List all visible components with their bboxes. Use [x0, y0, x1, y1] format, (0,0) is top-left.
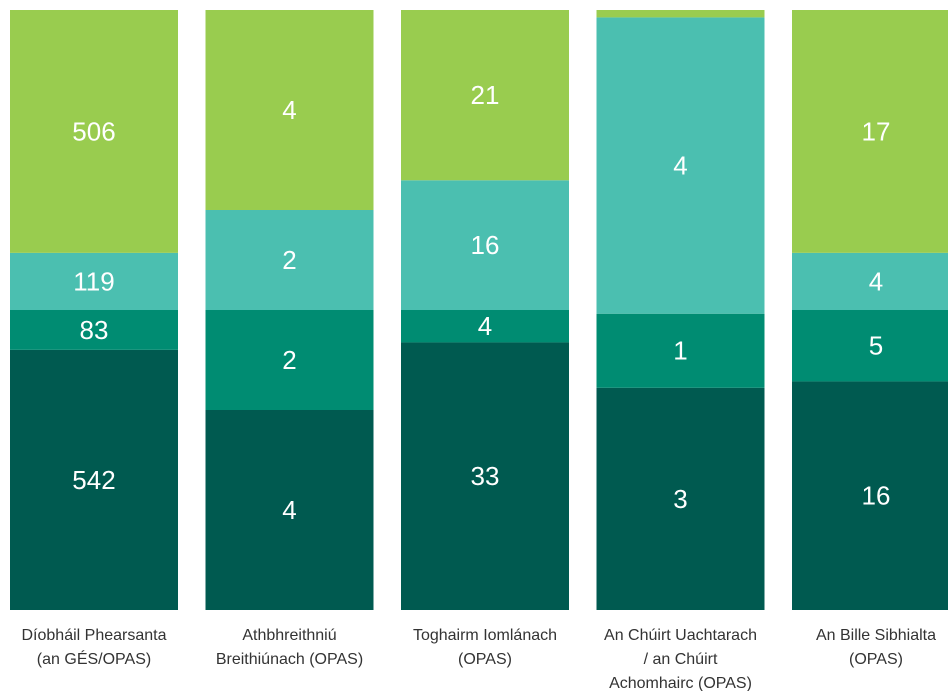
value-label: 33: [471, 461, 500, 491]
value-label: 16: [862, 481, 891, 511]
x-tick-label: (OPAS): [849, 651, 903, 668]
value-label: 3: [673, 484, 687, 514]
bar-segment: [401, 342, 569, 610]
bar-segment: [596, 17, 765, 314]
x-tick-label: An Chúirt Uachtarach: [604, 627, 757, 644]
value-label: 542: [72, 465, 115, 495]
value-label: 4: [478, 311, 492, 341]
bar-segment: [792, 252, 948, 310]
x-tick-label: / an Chúirt: [644, 651, 718, 668]
bar-segment: [401, 310, 569, 343]
x-tick-label: Breithiúnach (OPAS): [216, 651, 363, 668]
value-label: 4: [282, 95, 296, 125]
x-tick-label: Achomhairc (OPAS): [609, 675, 752, 691]
value-label: 2: [282, 345, 296, 375]
value-label: 506: [72, 116, 115, 146]
value-label: 5: [869, 331, 883, 361]
value-label: 1: [673, 336, 687, 366]
x-tick-label: (an GÉS/OPAS): [37, 649, 151, 668]
x-tick-label: Athbhreithniú: [242, 627, 336, 644]
bar-segment: [205, 410, 374, 610]
bar-segment: [792, 310, 948, 382]
value-label: 4: [673, 150, 687, 180]
bar-segment: [10, 252, 178, 310]
value-label: 4: [869, 266, 883, 296]
x-tick-label: Toghairm Iomlánach: [413, 627, 557, 644]
bar-segment: [792, 10, 948, 253]
bar-segment: [10, 349, 178, 610]
value-label: 21: [471, 80, 500, 110]
x-tick-label: Díobháil Phearsanta: [22, 627, 167, 644]
value-label: 17: [862, 116, 891, 146]
value-label: 16: [471, 230, 500, 260]
bar-segment: [401, 180, 569, 310]
bar-segment: [205, 210, 374, 310]
x-tick-label: (OPAS): [458, 651, 512, 668]
bar-segment: [596, 387, 765, 610]
value-label: 2: [282, 245, 296, 275]
value-label: 119: [73, 266, 114, 296]
bar-segment: [792, 381, 948, 610]
bar-segment: [10, 310, 178, 350]
bar-segment: [10, 10, 178, 253]
bar-segment: [596, 10, 765, 18]
bar-segment: [205, 310, 374, 410]
bar-segment: [596, 313, 765, 388]
bar-segment: [205, 10, 374, 210]
bar-segment: [401, 10, 569, 181]
value-label: 83: [80, 315, 109, 345]
value-label: 4: [282, 495, 296, 525]
x-tick-label: An Bille Sibhialta: [816, 627, 936, 644]
